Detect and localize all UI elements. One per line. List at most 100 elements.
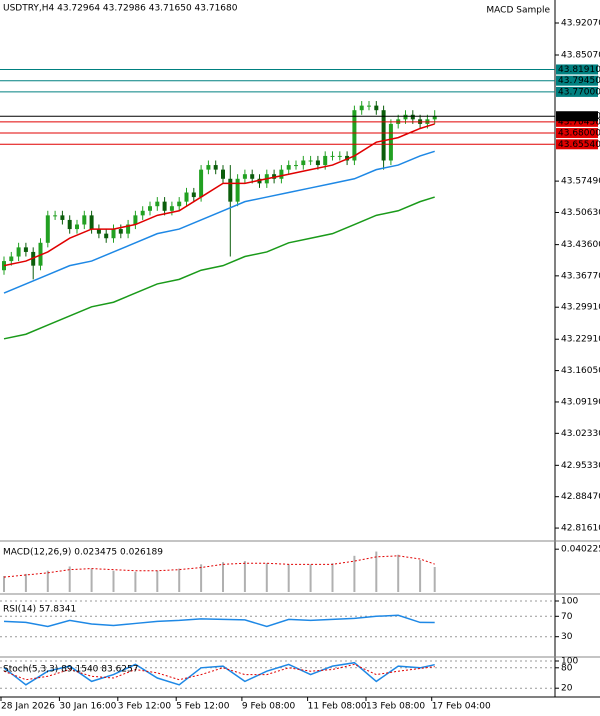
candle-body bbox=[60, 215, 65, 220]
candle-body bbox=[162, 201, 167, 211]
candle-body bbox=[279, 169, 284, 179]
histogram-bar bbox=[433, 567, 436, 592]
candle-body bbox=[169, 206, 174, 211]
histogram-bar bbox=[200, 564, 203, 592]
candle-body bbox=[89, 215, 94, 230]
histogram-bar bbox=[331, 563, 334, 592]
histogram-bar bbox=[243, 561, 246, 592]
y-tick-label: 43.16050 bbox=[561, 366, 600, 376]
moving-average bbox=[3, 196, 435, 340]
level-line-label: 43.79450 bbox=[558, 76, 600, 86]
candle-body bbox=[53, 215, 58, 217]
candle-body bbox=[177, 201, 182, 207]
x-tick-label: 30 Jan 16:00 bbox=[59, 702, 116, 712]
candle-body bbox=[337, 155, 342, 157]
candle-body bbox=[213, 165, 218, 170]
candle-body bbox=[148, 206, 152, 211]
candle-body bbox=[410, 114, 415, 120]
panel-title: MACD(12,26,9) 0.023475 0.026189 bbox=[3, 548, 163, 558]
candle-body bbox=[359, 105, 364, 111]
panel-title: USDTRY,H4 43.72964 43.72986 43.71650 43.… bbox=[3, 4, 238, 14]
candle-body bbox=[140, 210, 145, 216]
y-tick-label: 0.040225 bbox=[561, 545, 600, 555]
candle-body bbox=[118, 229, 123, 234]
y-tick-label: 20 bbox=[561, 684, 573, 694]
candle-body bbox=[184, 192, 189, 202]
histogram-bar bbox=[353, 555, 356, 592]
y-tick-label: 43.22910 bbox=[561, 335, 600, 345]
indicator-line bbox=[3, 663, 435, 681]
indicator-line bbox=[3, 661, 435, 686]
candle-body bbox=[388, 123, 393, 161]
histogram-bar bbox=[178, 568, 181, 592]
candle-body bbox=[286, 165, 291, 170]
level-line-box bbox=[556, 139, 598, 150]
candle-body bbox=[199, 169, 204, 198]
indicator-line bbox=[3, 614, 435, 628]
candle-body bbox=[133, 215, 138, 225]
candle-body bbox=[242, 174, 247, 179]
candle-body bbox=[221, 169, 225, 179]
candle-body bbox=[235, 178, 240, 202]
candle-body bbox=[367, 105, 371, 107]
candle-body bbox=[126, 224, 131, 234]
candle-body bbox=[111, 229, 116, 239]
y-tick-label: 43.36770 bbox=[561, 271, 600, 281]
candle-body bbox=[191, 192, 196, 198]
histogram-bar bbox=[419, 560, 422, 592]
annotation: MACD Sample bbox=[486, 6, 550, 16]
candle-body bbox=[23, 247, 28, 252]
candle-body bbox=[308, 160, 313, 162]
y-tick-label: 43.50630 bbox=[561, 208, 600, 218]
histogram-bar bbox=[46, 570, 49, 592]
candle-body bbox=[206, 165, 211, 170]
histogram-bar bbox=[3, 576, 5, 592]
candle-body bbox=[294, 165, 298, 167]
candle-body bbox=[381, 110, 386, 161]
x-tick-label: 9 Feb 08:00 bbox=[242, 702, 296, 712]
y-tick-label: 70 bbox=[561, 612, 573, 622]
candle-body bbox=[315, 160, 320, 166]
level-line-box bbox=[556, 64, 598, 75]
candle-body bbox=[82, 215, 87, 225]
candle-body bbox=[330, 155, 335, 157]
histogram-bar bbox=[265, 563, 268, 592]
histogram-bar bbox=[375, 551, 378, 592]
current-price-label: 43.71680 bbox=[558, 112, 600, 122]
candle-body bbox=[432, 116, 437, 120]
current-price-box bbox=[556, 111, 598, 122]
candle-body bbox=[9, 256, 14, 262]
panel-title: RSI(14) 57.8341 bbox=[3, 605, 76, 615]
histogram-bar bbox=[397, 554, 400, 592]
candle-body bbox=[403, 114, 408, 120]
histogram-bar bbox=[222, 562, 224, 592]
candle-body bbox=[301, 160, 306, 166]
candle-body bbox=[352, 110, 357, 161]
level-line-box bbox=[556, 75, 598, 86]
y-tick-label: 42.95330 bbox=[561, 461, 600, 471]
level-line-label: 43.65540 bbox=[558, 140, 600, 150]
x-tick-label: 11 Feb 08:00 bbox=[308, 702, 367, 712]
y-tick-label: 43.92070 bbox=[561, 18, 600, 28]
y-tick-label: 43.85070 bbox=[561, 51, 600, 61]
candle-body bbox=[374, 105, 379, 111]
level-line-label: 43.70450 bbox=[558, 117, 600, 127]
histogram-bar bbox=[90, 568, 93, 592]
level-line-box bbox=[556, 128, 598, 139]
x-tick-label: 13 Feb 08:00 bbox=[366, 702, 425, 712]
level-line-box bbox=[556, 86, 598, 97]
candle-body bbox=[104, 233, 109, 239]
candle-body bbox=[323, 155, 328, 166]
candle-body bbox=[155, 201, 160, 207]
y-tick-label: 100 bbox=[561, 597, 578, 607]
candle-body bbox=[16, 247, 21, 257]
level-line-label: 43.81910 bbox=[558, 65, 600, 75]
histogram-bar bbox=[309, 564, 312, 592]
level-line-label: 43.77000 bbox=[558, 87, 600, 97]
candle-body bbox=[2, 261, 6, 271]
histogram-bar bbox=[134, 571, 137, 592]
histogram-bar bbox=[112, 570, 115, 592]
y-tick-label: 43.29910 bbox=[561, 303, 600, 313]
candle-body bbox=[96, 229, 101, 234]
